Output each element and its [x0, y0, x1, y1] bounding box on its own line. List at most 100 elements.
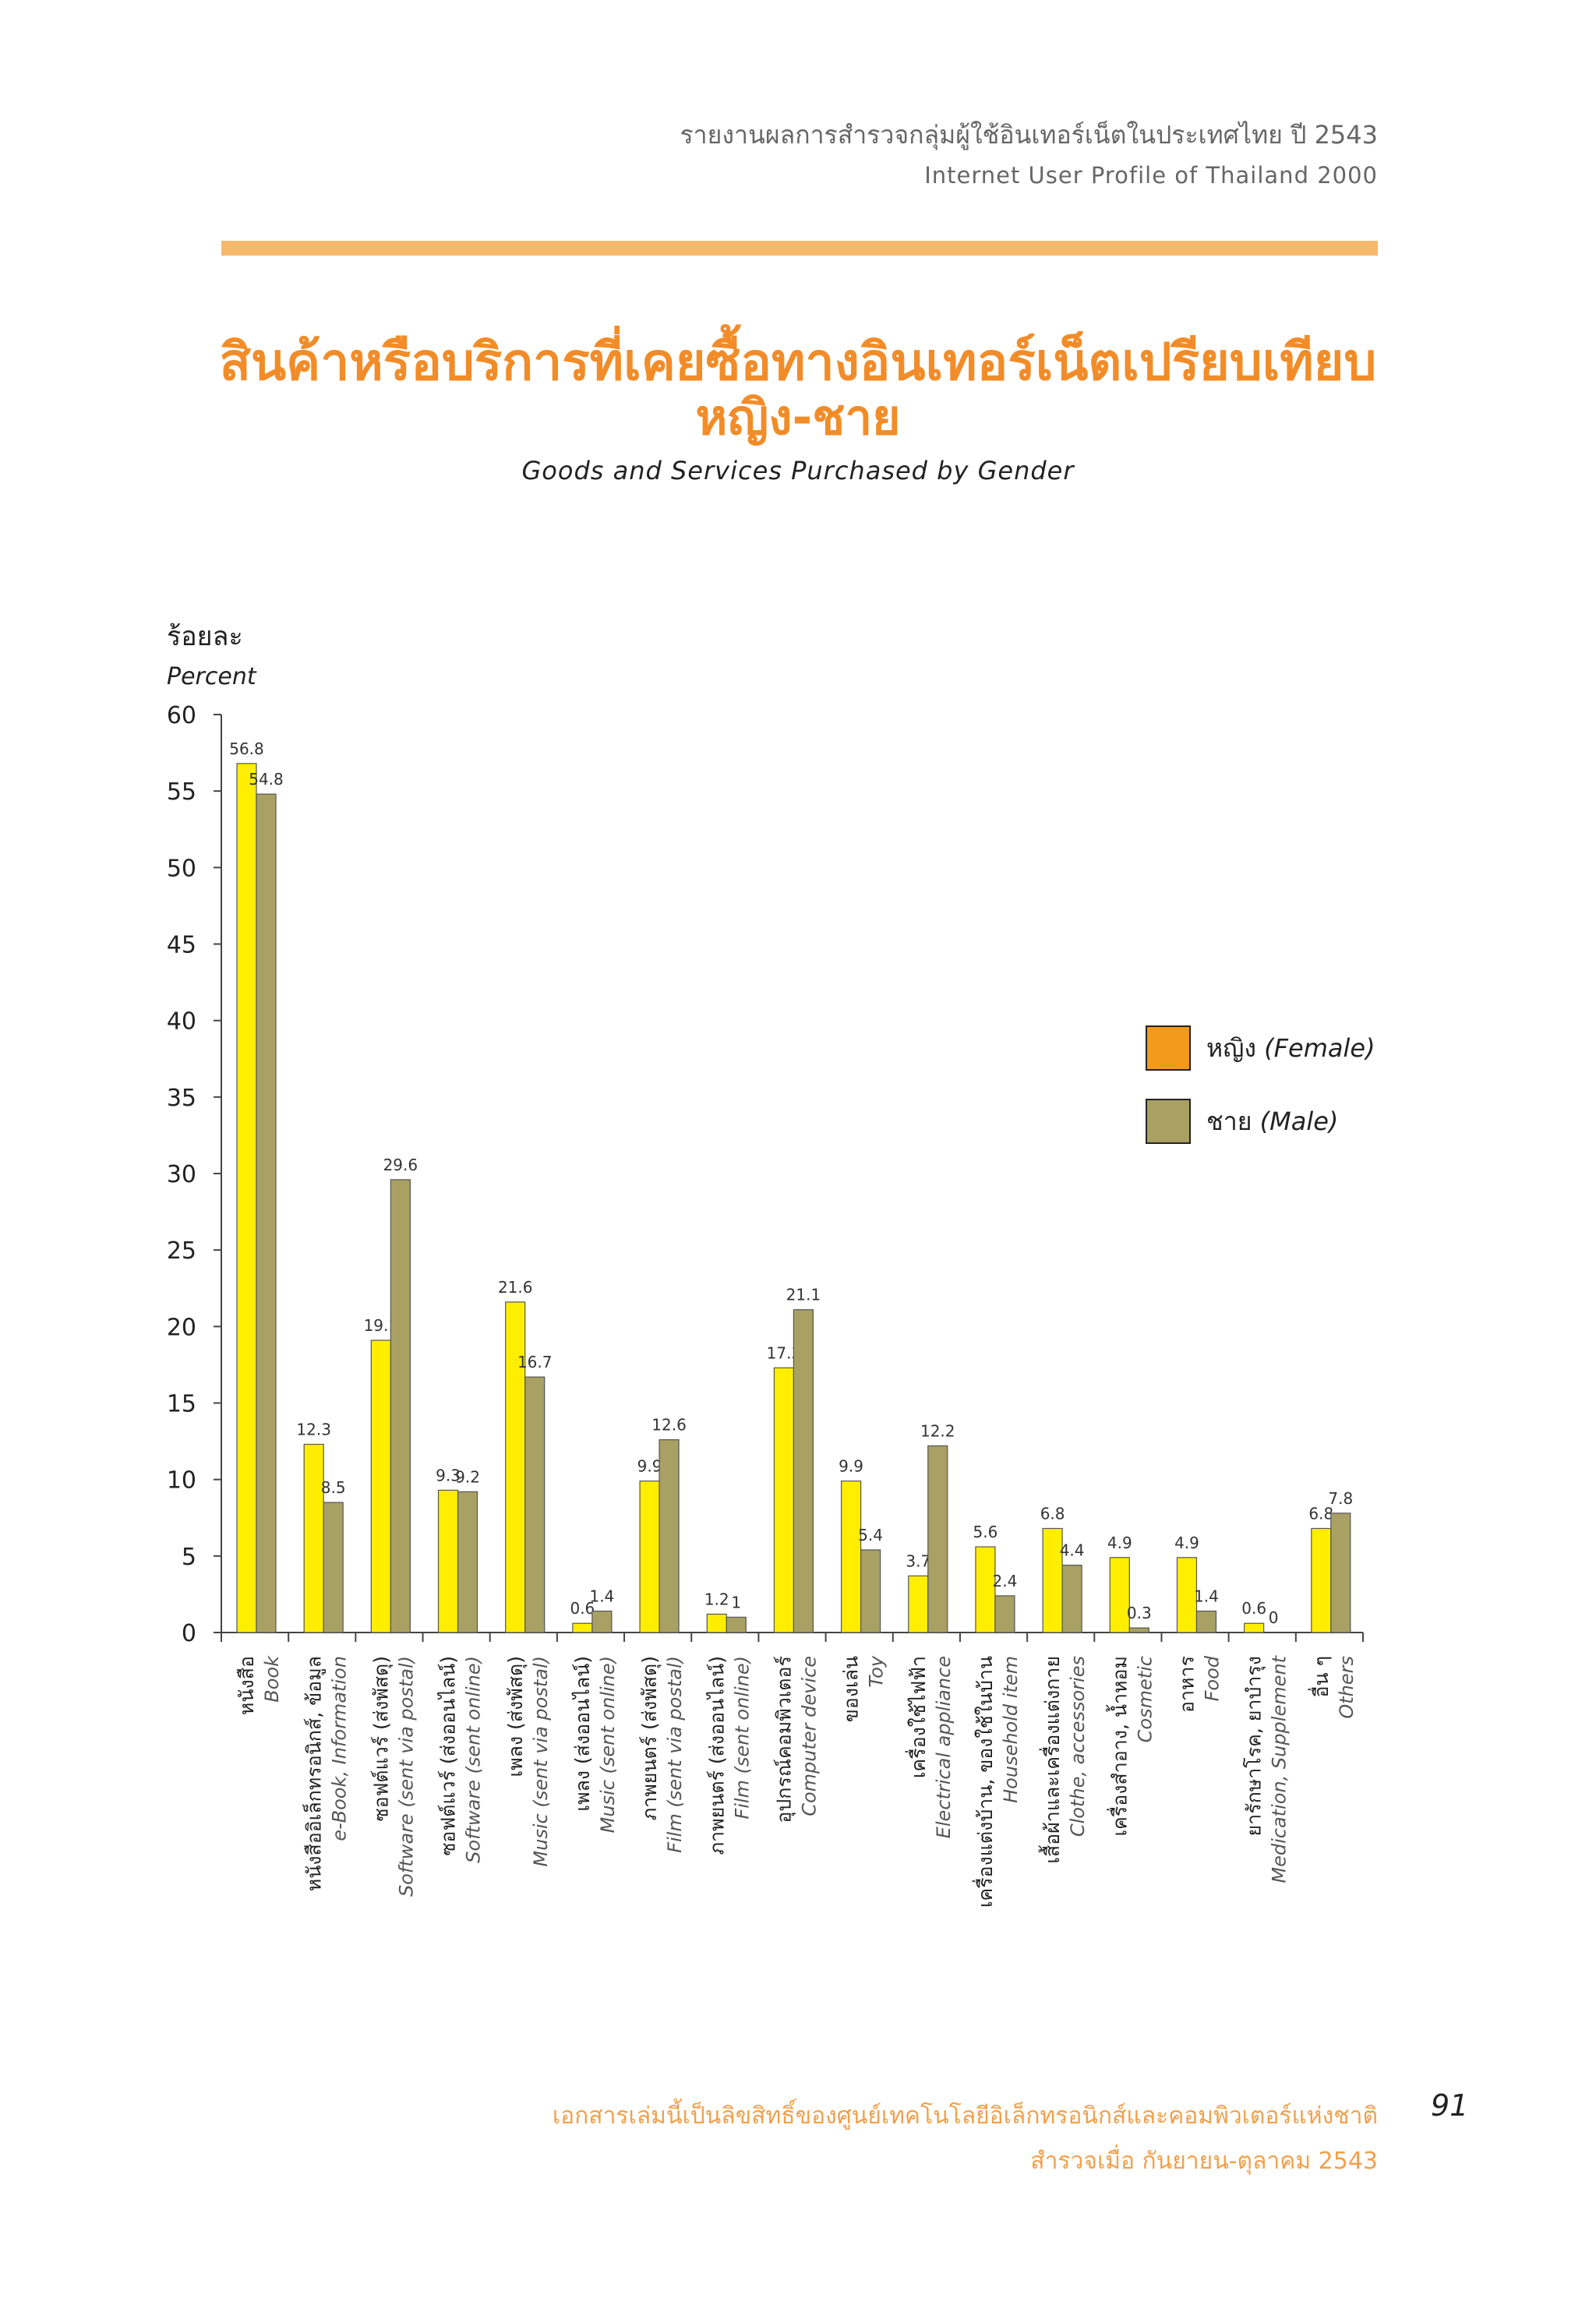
x-category-label-th: หนังสืออิเล็กทรอนิกส์, ข้อมูล: [302, 1656, 326, 1891]
bar-male: [793, 1309, 814, 1633]
bar-female: [639, 1481, 660, 1633]
bar-female: [572, 1622, 593, 1633]
y-tick-label: 35: [167, 1085, 196, 1112]
x-category-label-en: Others: [1336, 1656, 1358, 1719]
data-label-female: 12.3: [296, 1421, 331, 1439]
x-category-label-en: Computer device: [799, 1656, 821, 1816]
x-category-label-th: เสื้อผ้าและเครื่องแต่งกาย: [1038, 1656, 1064, 1864]
bar-female: [370, 1340, 391, 1633]
x-category-label-en: Electrical appliance: [933, 1656, 955, 1838]
data-label-male: 12.2: [920, 1421, 955, 1440]
x-category-label-th: ยารักษาโรค, ยาบำรุง: [1243, 1656, 1266, 1836]
bar-male: [659, 1439, 680, 1633]
y-tick-label: 45: [167, 932, 196, 959]
x-category-label-th: ภาพยนตร์ (ส่งออนไลน์): [705, 1656, 728, 1855]
x-category-label-th: เครื่องสำอาง, น้ำหอม: [1105, 1656, 1131, 1836]
bar-chart: ร้อยละPercent05101520253035404550556056.…: [167, 621, 1364, 1908]
data-label-male: 2.4: [993, 1572, 1018, 1590]
data-label-female: 1.2: [704, 1590, 729, 1608]
data-label-female: 4.9: [1107, 1534, 1132, 1552]
x-category-label-en: Food: [1202, 1655, 1223, 1701]
x-category-label-th: ซอฟต์แวร์ (ส่งออนไลน์): [437, 1656, 460, 1856]
chart-title-line2: หญิง-ชาย: [695, 389, 901, 446]
x-category-label-en: Book: [261, 1655, 283, 1703]
x-category-label-en: e-Book, Information: [328, 1656, 350, 1841]
x-category-label-en: Film (sent online): [731, 1656, 753, 1820]
x-category-label-en: Music (sent via postal): [530, 1656, 552, 1867]
data-label-female: 6.8: [1308, 1504, 1333, 1523]
data-label-male: 29.6: [383, 1156, 418, 1174]
y-tick-label: 10: [167, 1467, 196, 1495]
data-label-male: 16.7: [517, 1353, 553, 1371]
bar-male: [860, 1549, 881, 1633]
bar-male: [1128, 1627, 1149, 1633]
legend-item-female: หญิง (Female): [1146, 1024, 1375, 1072]
x-category-label-th: ของเล่น: [840, 1656, 863, 1722]
bar-male: [323, 1502, 344, 1633]
data-label-male: 5.4: [858, 1526, 883, 1544]
bar-male: [726, 1616, 747, 1633]
x-category-label-th: หนังสือ: [235, 1656, 258, 1715]
x-category-label-th: เครื่องแต่งบ้าน, ของใช้ในบ้าน: [972, 1656, 997, 1908]
x-category-label-en: Music (sent online): [597, 1656, 619, 1833]
data-label-female: 4.9: [1174, 1534, 1199, 1552]
bar-female: [975, 1546, 996, 1633]
data-label-male: 4.4: [1060, 1541, 1085, 1560]
bar-female: [840, 1481, 862, 1633]
bar-female: [908, 1575, 929, 1633]
y-tick-label: 0: [182, 1620, 196, 1647]
bar-male: [256, 793, 277, 1633]
bar-female: [706, 1613, 727, 1633]
bar-female: [505, 1301, 526, 1633]
data-label-female: 9.9: [839, 1457, 863, 1476]
bar-male: [1061, 1565, 1082, 1633]
bar-female: [437, 1489, 459, 1633]
data-label-male: 12.6: [651, 1416, 687, 1435]
y-tick-label: 15: [167, 1391, 196, 1418]
x-category-label-th: อื่น ๆ: [1308, 1656, 1333, 1697]
header-title-th: รายงานผลการสำรวจกลุ่มผู้ใช้อินเทอร์เน็ตใ…: [680, 120, 1378, 150]
bar-male: [1330, 1513, 1351, 1633]
y-tick-label: 25: [167, 1237, 196, 1265]
legend-female-en: (Female): [1264, 1032, 1375, 1063]
x-category-label-en: Film (sent via postal): [664, 1656, 686, 1853]
y-tick-label: 40: [167, 1008, 196, 1036]
data-label-female: 0.6: [570, 1599, 595, 1618]
data-label-male: 1.4: [589, 1587, 614, 1606]
x-category-label-en: Medication, Supplement: [1269, 1654, 1291, 1883]
x-category-label-th: อุปกรณ์คอมพิวเตอร์: [773, 1656, 796, 1823]
data-label-male: 0: [1269, 1608, 1279, 1627]
footer-survey-date: สำรวจเมื่อ กันยายน-ตุลาคม 2543: [1030, 2148, 1378, 2175]
y-tick-label: 20: [167, 1314, 196, 1341]
chart-legend: หญิง (Female) ชาย (Male): [1146, 1024, 1375, 1170]
data-label-female: 9.3: [436, 1466, 461, 1484]
bar-female: [773, 1367, 795, 1633]
x-category-label-th: ซอฟต์แวร์ (ส่งพัสดุ): [369, 1656, 393, 1821]
y-tick-label: 30: [167, 1161, 196, 1188]
x-category-label-en: Clothe, accessories: [1067, 1656, 1089, 1837]
data-label-female: 56.8: [229, 739, 264, 758]
x-category-label-en: Cosmetic: [1134, 1656, 1156, 1742]
data-label-female: 3.7: [906, 1551, 930, 1570]
bar-male: [591, 1610, 613, 1633]
data-label-male: 1.4: [1194, 1587, 1219, 1606]
data-label-female: 9.9: [637, 1457, 662, 1476]
legend-item-male: ชาย (Male): [1146, 1097, 1375, 1145]
bar-female: [1109, 1557, 1130, 1633]
x-category-label-th: เพลง (ส่งออนไลน์): [571, 1656, 594, 1812]
data-label-male: 21.1: [786, 1286, 821, 1304]
bar-male: [994, 1595, 1015, 1633]
data-label-male: 0.3: [1127, 1604, 1152, 1622]
x-category-label-en: Toy: [866, 1655, 888, 1687]
legend-male-th: ชาย: [1206, 1106, 1252, 1136]
x-category-label-en: Software (sent online): [463, 1656, 485, 1863]
x-category-label-en: Household item: [1000, 1656, 1022, 1803]
bar-male: [457, 1491, 478, 1633]
x-category-label-en: Software (sent via postal): [395, 1656, 417, 1897]
y-tick-label: 50: [167, 855, 196, 882]
footer-copyright: เอกสารเล่มนี้เป็นลิขสิทธิ์ของศูนย์เทคโนโ…: [552, 2102, 1378, 2130]
bar-female: [1042, 1527, 1063, 1633]
bar-female: [1311, 1527, 1332, 1633]
legend-swatch-female: [1146, 1025, 1191, 1071]
legend-label-female: หญิง (Female): [1206, 1029, 1375, 1068]
